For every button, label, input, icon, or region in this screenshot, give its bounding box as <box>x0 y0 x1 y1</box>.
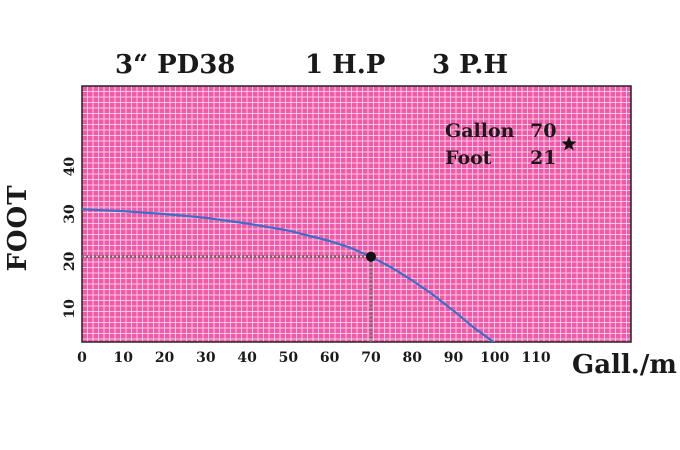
x-tick-label: 40 <box>237 350 257 366</box>
x-tick-label: 0 <box>77 350 87 366</box>
x-axis-label: Gall./m <box>572 350 677 380</box>
y-tick-label: 20 <box>62 251 78 271</box>
x-tick-label: 60 <box>320 350 340 366</box>
y-tick-label: 30 <box>62 204 78 224</box>
performance-curve <box>82 208 496 342</box>
x-tick-label: 20 <box>155 350 175 366</box>
annotation-gallon-value: 70 <box>530 120 556 142</box>
chart-title-power: 1 H.P <box>305 50 386 80</box>
chart-title-model: 3“ PD38 <box>115 50 236 80</box>
star-icon <box>561 136 577 151</box>
x-tick-label: 70 <box>361 350 381 366</box>
annotation-foot-label: Foot <box>445 147 492 169</box>
x-tick-label: 80 <box>402 350 422 366</box>
x-tick-label: 30 <box>196 350 216 366</box>
x-tick-label: 50 <box>279 350 299 366</box>
operating-point-marker <box>365 251 376 262</box>
x-tick-label: 90 <box>444 350 464 366</box>
y-tick-label: 10 <box>62 299 78 319</box>
annotation-foot-value: 21 <box>530 147 556 169</box>
annotation-gallon-label: Gallon <box>445 120 515 142</box>
grid-lines <box>82 86 631 342</box>
plot-frame <box>81 85 632 343</box>
x-tick-label: 110 <box>521 350 550 366</box>
y-tick-label: 40 <box>62 157 78 177</box>
x-tick-label: 100 <box>480 350 509 366</box>
chart-title-phase: 3 P.H <box>432 50 509 80</box>
x-tick-label: 10 <box>114 350 134 366</box>
